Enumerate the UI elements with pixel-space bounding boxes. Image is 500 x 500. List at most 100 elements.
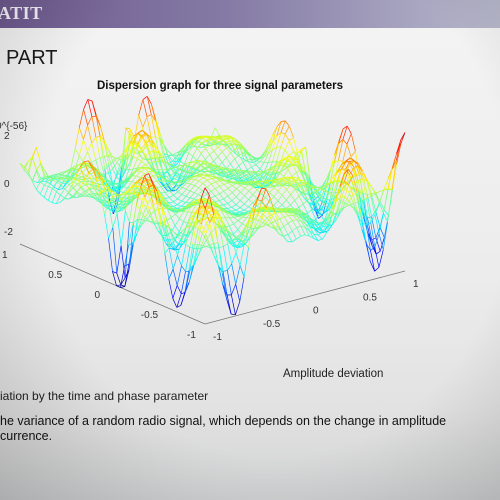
- mesh-line: [219, 215, 224, 228]
- mesh-line: [204, 162, 209, 167]
- mesh-line: [112, 161, 118, 173]
- mesh-line: [195, 164, 201, 169]
- mesh-line: [198, 211, 203, 216]
- mesh-line: [176, 293, 182, 308]
- mesh-line: [39, 185, 45, 195]
- mesh-line: [241, 171, 247, 175]
- mesh-line: [379, 201, 385, 210]
- mesh-line: [228, 174, 234, 179]
- mesh-line: [85, 183, 90, 186]
- mesh-line: [167, 203, 172, 210]
- mesh-line: [266, 217, 271, 224]
- mesh-line: [177, 236, 183, 245]
- mesh-line: [235, 153, 241, 158]
- mesh-line: [296, 165, 302, 174]
- mesh-line: [363, 202, 369, 228]
- mesh-line: [258, 207, 264, 213]
- mesh-line: [235, 200, 241, 205]
- mesh-line: [134, 192, 139, 194]
- mesh-line: [336, 164, 343, 173]
- mesh-line: [232, 234, 237, 238]
- mesh-line: [241, 217, 247, 224]
- mesh-line: [267, 167, 272, 173]
- mesh-line: [169, 227, 175, 239]
- mesh-line: [170, 168, 176, 176]
- mesh-line: [283, 159, 289, 166]
- mesh-line: [177, 187, 183, 193]
- mesh-line: [286, 194, 291, 201]
- mesh-line: [201, 142, 206, 149]
- mesh-line: [283, 226, 289, 235]
- mesh-line: [137, 135, 143, 145]
- mesh-line: [275, 163, 281, 171]
- mesh-line: [242, 161, 248, 170]
- mesh-line: [170, 168, 176, 173]
- mesh-line: [138, 180, 143, 187]
- mesh-line: [197, 244, 202, 246]
- mesh-line: [213, 242, 219, 244]
- mesh-line: [223, 227, 229, 231]
- mesh-line: [301, 211, 307, 217]
- mesh-line: [338, 159, 343, 163]
- mesh-line: [80, 161, 85, 168]
- mesh-line: [129, 193, 135, 223]
- mesh-line: [336, 209, 341, 220]
- mesh-line: [210, 195, 216, 199]
- mesh-line: [121, 154, 126, 157]
- mesh-line: [327, 215, 333, 220]
- mesh-line: [136, 204, 142, 212]
- mesh-line: [145, 142, 151, 153]
- mesh-line: [237, 216, 243, 221]
- mesh-line: [35, 188, 41, 195]
- mesh-line: [252, 198, 258, 220]
- mesh-line: [74, 148, 80, 156]
- mesh-line: [292, 161, 297, 165]
- mesh-line: [357, 180, 363, 201]
- mesh-line: [71, 184, 77, 194]
- mesh-line: [162, 169, 167, 171]
- mesh-line: [230, 163, 235, 171]
- mesh-line: [199, 172, 205, 175]
- mesh-line: [263, 153, 269, 163]
- mesh-line: [117, 207, 123, 212]
- mesh-line: [302, 203, 308, 214]
- mesh-line: [375, 226, 381, 239]
- mesh-line: [269, 192, 275, 197]
- mesh-line: [296, 216, 302, 222]
- mesh-line: [112, 193, 118, 214]
- mesh-line: [296, 161, 302, 165]
- mesh-line: [213, 156, 219, 162]
- mesh-line: [202, 177, 208, 181]
- mesh-line: [111, 188, 116, 191]
- mesh-line: [346, 125, 352, 134]
- mesh-line: [294, 185, 300, 190]
- mesh-line: [186, 178, 191, 181]
- mesh-line: [44, 184, 49, 187]
- mesh-line: [325, 199, 331, 212]
- mesh-line: [316, 190, 322, 198]
- mesh-line: [296, 225, 302, 228]
- mesh-line: [141, 129, 147, 134]
- mesh-line: [239, 265, 245, 278]
- mesh-line: [92, 180, 98, 185]
- mesh-line: [188, 172, 193, 174]
- mesh-line: [235, 209, 240, 213]
- mesh-line: [280, 132, 286, 135]
- mesh-line: [53, 186, 59, 190]
- mesh-line: [119, 181, 125, 186]
- mesh-line: [321, 179, 327, 187]
- mesh-line: [241, 173, 247, 178]
- mesh-line: [233, 217, 239, 221]
- mesh-line: [284, 159, 289, 162]
- mesh-line: [323, 192, 330, 205]
- mesh-line: [350, 133, 356, 152]
- mesh-line: [124, 168, 130, 170]
- mesh-line: [77, 175, 83, 178]
- mesh-line: [257, 214, 263, 219]
- mesh-line: [253, 227, 259, 234]
- mesh-line: [266, 174, 272, 178]
- mesh-line: [100, 139, 106, 170]
- mesh-line: [253, 180, 258, 183]
- mesh-line: [201, 140, 206, 144]
- mesh-line: [227, 195, 233, 201]
